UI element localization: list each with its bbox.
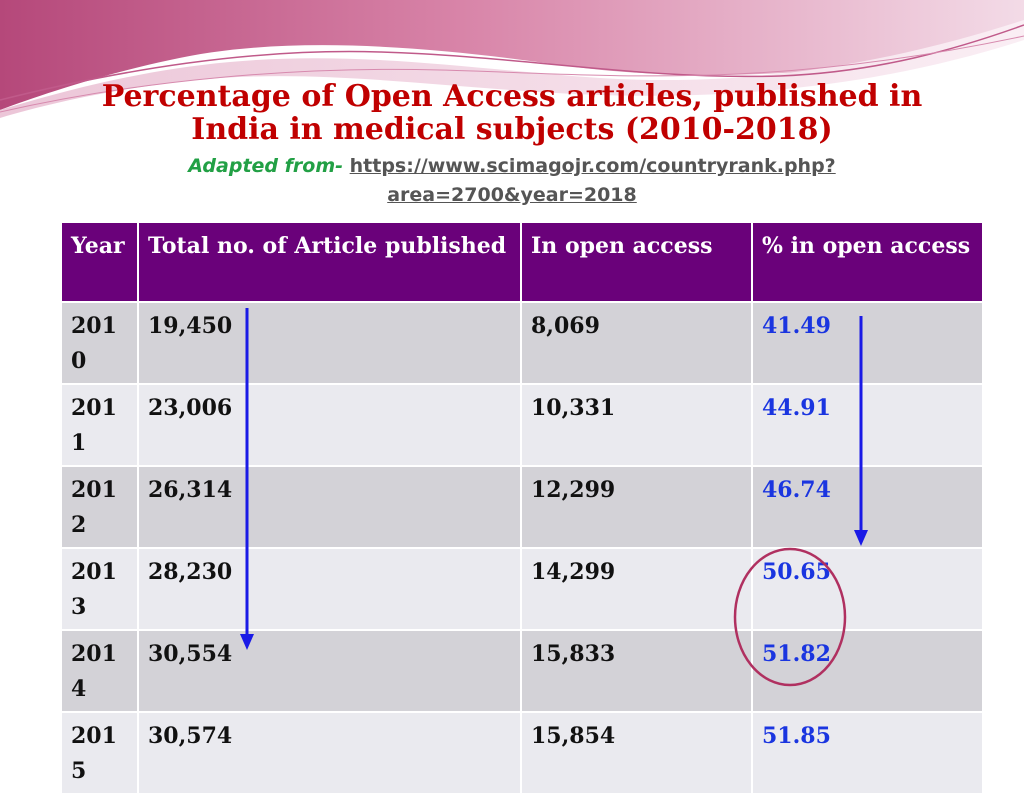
header-year: Year [60, 221, 139, 303]
decorative-banner [0, 0, 1024, 118]
cell-total: 30,574 [137, 711, 522, 795]
cell-year: 2010 [60, 301, 139, 385]
table-row: 2012 26,314 12,299 46.74 [60, 465, 984, 549]
cell-total: 23,006 [137, 383, 522, 467]
cell-total: 19,450 [137, 301, 522, 385]
cell-year: 2014 [60, 629, 139, 713]
slide-title: Percentage of Open Access articles, publ… [0, 80, 1024, 146]
cell-percent: 46.74 [751, 465, 984, 549]
slide-title-line-1: Percentage of Open Access articles, publ… [101, 79, 923, 114]
cell-year: 2015 [60, 711, 139, 795]
header-percent-open-access: % in open access [751, 221, 984, 303]
table-row: 2011 23,006 10,331 44.91 [60, 383, 984, 467]
cell-percent: 50.65 [751, 547, 984, 631]
source-attribution: Adapted from- https://www.scimagojr.com/… [0, 152, 1024, 210]
table-header-row: Year Total no. of Article published In o… [60, 221, 984, 303]
cell-percent: 51.85 [751, 711, 984, 795]
cell-total: 30,554 [137, 629, 522, 713]
cell-year: 2012 [60, 465, 139, 549]
cell-percent: 51.82 [751, 629, 984, 713]
source-link-part-2[interactable]: area=2700&year=2018 [387, 184, 637, 206]
cell-percent: 44.91 [751, 383, 984, 467]
cell-total: 26,314 [137, 465, 522, 549]
slide-title-line-2: India in medical subjects (2010-2018) [191, 112, 833, 147]
header-open-access: In open access [520, 221, 753, 303]
cell-open-access: 12,299 [520, 465, 753, 549]
cell-year: 2013 [60, 547, 139, 631]
table-row: 2014 30,554 15,833 51.82 [60, 629, 984, 713]
cell-year: 2011 [60, 383, 139, 467]
header-total-articles: Total no. of Article published [137, 221, 522, 303]
open-access-table: Year Total no. of Article published In o… [60, 221, 984, 795]
cell-open-access: 8,069 [520, 301, 753, 385]
table-row: 2013 28,230 14,299 50.65 [60, 547, 984, 631]
cell-open-access: 15,833 [520, 629, 753, 713]
table-row: 2010 19,450 8,069 41.49 [60, 301, 984, 385]
cell-total: 28,230 [137, 547, 522, 631]
source-link-part-1[interactable]: https://www.scimagojr.com/countryrank.ph… [349, 155, 836, 177]
cell-open-access: 14,299 [520, 547, 753, 631]
table-row: 2015 30,574 15,854 51.85 [60, 711, 984, 795]
cell-open-access: 15,854 [520, 711, 753, 795]
cell-open-access: 10,331 [520, 383, 753, 467]
cell-percent: 41.49 [751, 301, 984, 385]
adapted-from-label: Adapted from- [188, 155, 350, 177]
